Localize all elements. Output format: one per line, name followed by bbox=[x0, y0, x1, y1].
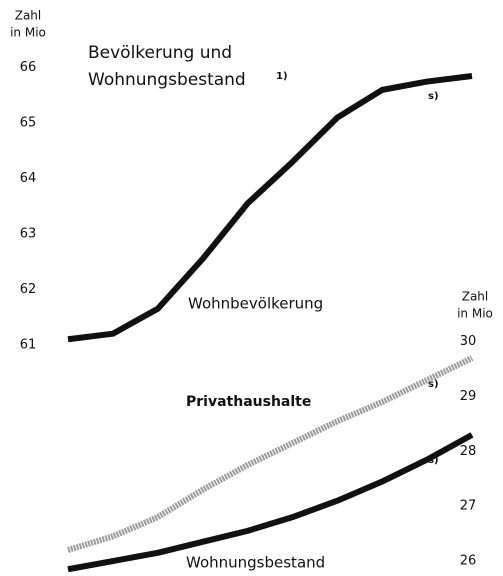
series-label: Wohnbevölkerung bbox=[188, 295, 323, 313]
y2-tick-label: 29 bbox=[460, 389, 477, 404]
chart-title: Wohnungsbestand bbox=[88, 70, 246, 90]
y-tick-label: 61 bbox=[20, 337, 37, 352]
y-axis-label: Zahl bbox=[15, 9, 42, 23]
series-label: Privathaushalte bbox=[186, 394, 311, 410]
y-axis-label: in Mio bbox=[10, 26, 46, 40]
series-label: Wohnungsbestand bbox=[186, 554, 325, 572]
series-line bbox=[67, 432, 474, 573]
y2-tick-label: 30 bbox=[460, 334, 477, 349]
y-tick-label: 65 bbox=[20, 116, 37, 131]
y2-axis-label: Zahl bbox=[462, 290, 489, 304]
y2-tick-label: 28 bbox=[460, 444, 477, 459]
y2-tick-label: 27 bbox=[460, 499, 477, 514]
y-tick-label: 63 bbox=[20, 226, 37, 241]
series-line bbox=[67, 73, 473, 343]
title-note: 1) bbox=[276, 71, 288, 82]
y2-axis-label: in Mio bbox=[457, 307, 493, 321]
y-tick-label: 62 bbox=[20, 282, 37, 297]
y-tick-label: 66 bbox=[20, 60, 37, 75]
chart-title: Bevölkerung und bbox=[88, 43, 232, 63]
y2-tick-label: 26 bbox=[460, 554, 477, 569]
y-tick-label: 64 bbox=[20, 171, 37, 186]
annotation: s) bbox=[428, 455, 439, 466]
annotation: s) bbox=[428, 91, 439, 102]
series-line bbox=[67, 355, 474, 553]
annotation: s) bbox=[428, 379, 439, 390]
